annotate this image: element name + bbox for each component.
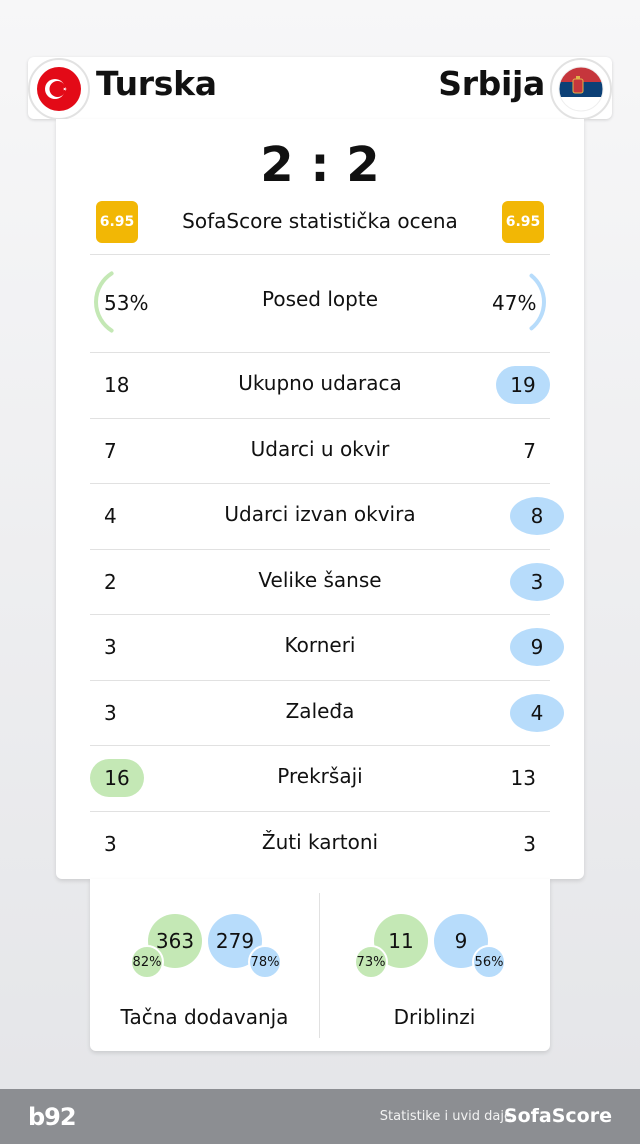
home-dribbles-pct: 73% (354, 945, 388, 979)
stat-label: Ukupno udaraca (238, 371, 402, 395)
stat-label: Udarci u okvir (250, 436, 390, 461)
possession-label: Posed lopte (262, 287, 378, 311)
divider (90, 352, 550, 353)
divider (90, 483, 550, 484)
stat-row: 18 Ukupno udaraca 19 (56, 352, 584, 417)
away-rating-badge: 6.95 (502, 201, 544, 243)
stat-row: 4 Udarci izvan okvira 8 (56, 483, 584, 548)
home-stat-value: 3 (104, 635, 117, 659)
home-stat-value: 2 (104, 569, 117, 594)
away-dribbles-pct: 56% (472, 945, 506, 979)
away-stat-value: 4 (510, 693, 564, 732)
stat-label: Prekršaji (277, 764, 363, 788)
serbia-flag-icon (550, 58, 612, 120)
home-stat-value: 16 (90, 759, 144, 797)
away-possession-value: 47% (492, 291, 537, 315)
stat-row: 7 Udarci u okvir 7 (56, 417, 584, 483)
extra-stats-card: 363 82% 279 78% Tačna dodavanja 11 73% 9… (90, 879, 550, 1051)
away-stat-value: 3 (510, 562, 564, 601)
rating-label: SofaScore statistička ocena (182, 209, 458, 233)
away-passes-bubble: 279 (208, 914, 262, 968)
stat-row: 16 Prekršaji 13 (56, 745, 584, 810)
turkey-flag-icon (28, 58, 90, 120)
away-possession-arc (529, 273, 546, 331)
home-stat-value: 7 (104, 438, 117, 463)
stat-row: 2 Velike šanse 3 (56, 548, 584, 614)
stat-label: Udarci izvan okvira (224, 502, 416, 526)
away-stat-value: 7 (523, 438, 536, 463)
home-possession-value: 53% (104, 291, 149, 315)
divider (90, 614, 550, 615)
home-passes-bubble: 363 (148, 914, 202, 968)
divider (90, 810, 550, 812)
b92-logo[interactable]: b92 (28, 1103, 77, 1131)
match-header (28, 57, 612, 119)
away-stat-value: 19 (496, 366, 550, 404)
stat-label: Velike šanse (258, 567, 382, 592)
home-stat-value: 3 (104, 700, 117, 725)
stat-label: Zaleđa (285, 698, 355, 723)
home-rating-badge: 6.95 (96, 201, 138, 243)
divider (90, 745, 550, 746)
stat-label: Žuti kartoni (261, 829, 379, 854)
home-team-name: Turska (96, 64, 217, 103)
away-team-name: Srbija (438, 64, 545, 103)
stat-row: 3 Korneri 9 (56, 614, 584, 679)
away-stat-value: 13 (510, 766, 536, 790)
match-score: 2 : 2 (260, 137, 380, 193)
sofascore-logo[interactable]: SofaScore (503, 1105, 612, 1127)
divider (90, 254, 550, 255)
away-passes-pct: 78% (248, 945, 282, 979)
home-stat-value: 18 (104, 373, 130, 397)
stats-card: 2 : 2 6.95 SofaScore statistička ocena 6… (56, 119, 584, 879)
section-divider (319, 893, 320, 1038)
home-stat-value: 4 (104, 504, 117, 528)
home-possession-arc (94, 271, 114, 333)
away-stat-value: 3 (523, 831, 536, 856)
divider (90, 548, 550, 550)
rating-row: 6.95 SofaScore statistička ocena 6.95 (56, 201, 584, 243)
footer: b92 Statistike i uvid daje SofaScore (0, 1089, 640, 1144)
home-passes-pct: 82% (130, 945, 164, 979)
stat-label: Korneri (284, 633, 356, 657)
away-stat-value: 9 (510, 628, 564, 666)
stat-row: 3 Žuti kartoni 3 (56, 810, 584, 876)
footer-credit-text: Statistike i uvid daje (379, 1109, 512, 1124)
possession-row: 53% Posed lopte 47% (56, 255, 584, 351)
dribbles-label: Driblinzi (393, 1005, 476, 1029)
away-stat-value: 8 (510, 497, 564, 535)
divider (90, 679, 550, 681)
passes-label: Tačna dodavanja (120, 1005, 289, 1029)
stat-row: 3 Zaleđa 4 (56, 679, 584, 745)
home-stat-value: 3 (104, 831, 117, 856)
divider (90, 417, 550, 419)
